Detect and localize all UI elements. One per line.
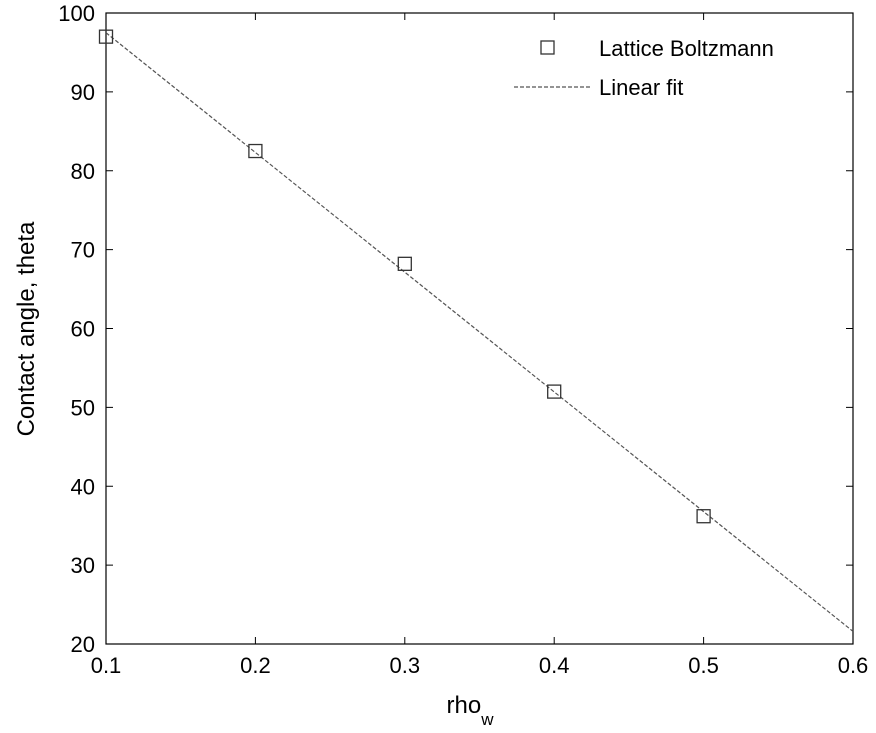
x-tick-label: 0.5 [688,653,719,678]
y-tick-label: 30 [71,553,95,578]
plot-frame [105,12,854,645]
linear-fit-line [105,32,854,632]
ticks-group [105,12,854,645]
y-tick-label: 70 [71,238,95,263]
series-layer [98,29,854,632]
lattice-boltzmann-point [98,29,114,44]
lattice-boltzmann-point [547,384,562,399]
tick-labels-group: 0.1 0.2 0.3 0.4 0.5 0.6 20 30 40 50 60 70 80 90 100 [58,1,868,678]
y-tick-label: 40 [71,474,95,499]
legend-label-lattice-boltzmann: Lattice Boltzmann [599,36,774,61]
y-tick-label: 60 [71,317,95,342]
y-tick-label: 50 [71,395,95,420]
x-tick-label: 0.4 [539,653,570,678]
x-axis-label: rhow [447,692,495,729]
y-tick-label: 90 [71,80,95,105]
x-axis-label-main: rho [447,692,482,719]
x-tick-label: 0.1 [91,653,122,678]
lattice-boltzmann-point [696,509,711,524]
lattice-boltzmann-point [397,256,412,271]
legend-marker-lattice-boltzmann [540,40,555,55]
lattice-boltzmann-point [248,143,263,159]
legend-label-linear-fit: Linear fit [599,75,683,100]
legend: Lattice Boltzmann Linear fit [514,36,774,100]
y-axis-label: Contact angle, theta [13,221,40,436]
y-tick-label: 100 [58,1,95,26]
y-tick-label: 80 [71,159,95,184]
x-tick-label: 0.3 [390,653,421,678]
x-axis-label-subscript: w [480,710,494,729]
x-tick-label: 0.2 [240,653,271,678]
x-tick-label: 0.6 [838,653,869,678]
y-tick-label: 20 [71,632,95,657]
